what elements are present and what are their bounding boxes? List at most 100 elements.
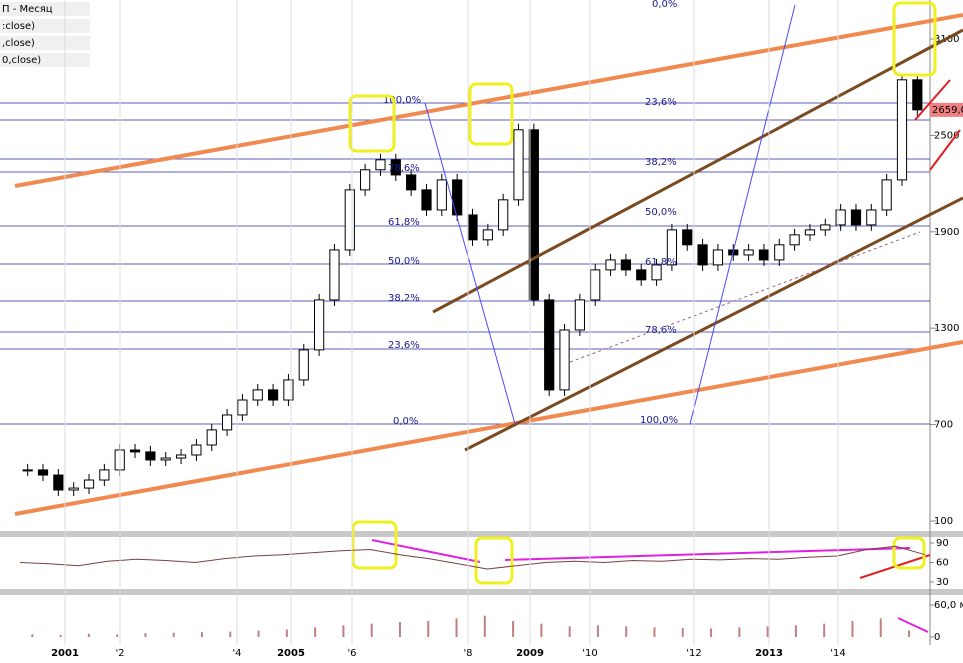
candle (160, 457, 171, 461)
candle (881, 179, 892, 211)
candle (804, 229, 816, 236)
volume-bar (908, 630, 911, 637)
x-tick-label: 2005 (277, 648, 305, 659)
volume-bar (398, 622, 401, 637)
volume-tick-label: 60,0 м (934, 600, 963, 611)
fib-label: 0,0% (652, 0, 677, 10)
candle (850, 209, 862, 226)
candle (758, 249, 770, 261)
x-tick-label: '4 (232, 648, 241, 659)
fib-label: 61,8% (645, 257, 677, 268)
candle (452, 179, 463, 216)
fib-label: 50,0% (388, 256, 420, 267)
x-tick-label: 2009 (516, 648, 544, 659)
x-tick-label: '14 (830, 648, 845, 659)
candle (37, 469, 49, 476)
x-tick-label: '2 (115, 648, 124, 659)
candle (68, 487, 79, 491)
candle (436, 179, 447, 211)
y-tick-label: 100 (934, 516, 953, 527)
candle (22, 469, 33, 472)
fib-label: 78,6% (388, 163, 420, 174)
volume-bar (653, 627, 656, 637)
candle (651, 264, 662, 281)
fib-label: 38,2% (388, 293, 420, 304)
candle (866, 209, 877, 226)
volume-bar (483, 615, 486, 637)
candle (743, 249, 754, 256)
volume-bar (879, 618, 882, 637)
candle (574, 299, 585, 331)
rsi-tick-label: 60 (936, 558, 949, 569)
header-field (0, 2, 90, 16)
fib-label: 100,0% (383, 95, 421, 106)
y-tick-label: 1300 (934, 323, 959, 334)
candle (53, 474, 64, 491)
price-panel: 10070013001900250031002659,0100,0%78,6%6… (0, 0, 963, 527)
volume-bar (794, 625, 797, 637)
volume-bar (59, 634, 62, 637)
volume-bar (314, 627, 317, 637)
candle (774, 244, 785, 261)
volume-bar (738, 627, 741, 637)
x-axis: 2001 '2 '4 2005 '6 '8 2009 '10 '12 2013 '14 (51, 0, 846, 659)
candle (298, 349, 309, 381)
fib-label: 50,0% (645, 207, 677, 218)
rsi-tick-label: 30 (936, 577, 949, 588)
volume-bar (710, 628, 713, 637)
y-tick-label: 2500 (934, 130, 959, 141)
last-price-label: 2659,0 (932, 105, 963, 116)
candle (237, 399, 248, 416)
candle (252, 389, 263, 401)
candle (528, 129, 539, 301)
header-label: П - Месяц (2, 4, 53, 15)
volume-bar (116, 634, 119, 637)
header-label: ,close) (2, 38, 35, 49)
candle (605, 259, 616, 271)
candle (129, 449, 141, 453)
fib-label: 0,0% (393, 416, 418, 427)
volume-bar (823, 623, 826, 637)
volume-bar (512, 621, 515, 637)
candle (99, 469, 110, 481)
candle (697, 244, 708, 266)
volume-bar (285, 629, 288, 637)
header-label: 0,close) (2, 55, 41, 66)
candle (666, 229, 678, 266)
header-field (0, 19, 90, 33)
candle (360, 169, 371, 191)
volume-bar (257, 630, 260, 637)
highlight-boxes (348, 1, 937, 585)
candle (221, 414, 233, 431)
volume-bar (144, 633, 147, 637)
volume-bar (87, 633, 90, 637)
candle (145, 451, 156, 461)
candle (682, 229, 693, 246)
candle (390, 159, 401, 176)
volume-bar (370, 623, 373, 637)
candle (191, 444, 202, 456)
volume-bar (540, 623, 543, 637)
x-tick-label: '8 (463, 648, 472, 659)
candle (482, 229, 493, 241)
volume-bar (172, 632, 175, 637)
fib-label: 23,6% (388, 340, 420, 351)
x-tick-label: 2013 (755, 648, 783, 659)
candle (498, 199, 509, 231)
volume-tick-label: 0 (934, 632, 940, 643)
candle (421, 189, 432, 211)
x-tick-label: '10 (582, 648, 597, 659)
volume-bar (229, 631, 232, 637)
rsi-line (19, 545, 926, 570)
volume-bar (342, 625, 345, 637)
volume-bar (31, 634, 34, 637)
candle (283, 379, 294, 401)
candle (620, 259, 631, 271)
header-field (0, 36, 90, 50)
candle (329, 249, 340, 301)
header-field (0, 53, 90, 67)
header-label: :close) (2, 21, 35, 32)
volume-bar (201, 632, 203, 637)
